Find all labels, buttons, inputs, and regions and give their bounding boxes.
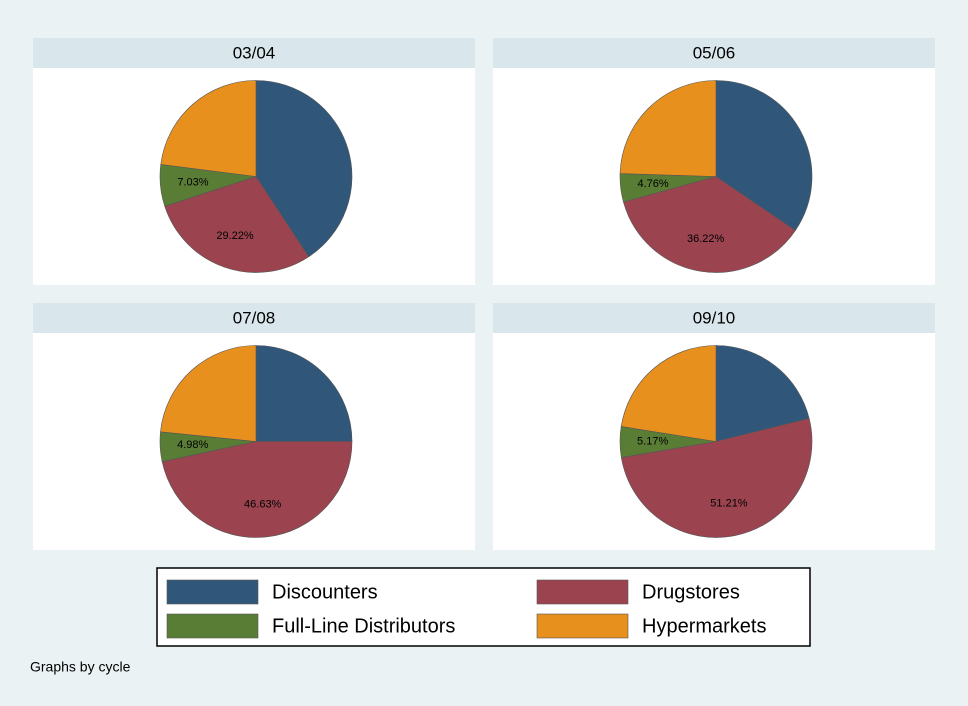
value-label: 46.63%: [244, 498, 282, 510]
pie-slice: [621, 417, 813, 538]
panel-header: [493, 38, 935, 68]
legend-swatch: [166, 613, 259, 639]
value-label: 4.76%: [637, 178, 668, 190]
panel-title: 05/06: [693, 43, 736, 62]
panel-title: 09/10: [693, 308, 736, 327]
pie-slice: [619, 80, 717, 177]
value-label: 4.98%: [177, 439, 208, 451]
pie-slice: [255, 345, 353, 442]
legend-box: [156, 567, 811, 647]
legend-label: Hypermarkets: [642, 615, 766, 637]
pie-slice: [620, 345, 717, 442]
value-label: 29.22%: [216, 230, 254, 242]
pie-slice: [623, 176, 796, 273]
value-label: 7.03%: [177, 176, 208, 188]
legend-swatch: [536, 613, 629, 639]
note: Graphs by cycle: [30, 659, 131, 675]
pie-slice: [161, 441, 353, 538]
legend-label: Discounters: [272, 581, 378, 603]
pie-slice: [164, 176, 310, 273]
legend-swatch: [536, 579, 629, 605]
pie-slice: [160, 80, 257, 177]
value-label: 51.21%: [710, 497, 748, 509]
legend-label: Drugstores: [642, 581, 740, 603]
pie-slice: [715, 345, 810, 442]
panel-header: [493, 303, 935, 333]
value-label: 5.17%: [637, 436, 668, 448]
panel-title: 03/04: [233, 43, 276, 62]
panel-header: [33, 38, 475, 68]
legend-label: Full-Line Distributors: [272, 615, 455, 637]
pie-slice: [715, 80, 813, 231]
legend-swatch: [166, 579, 259, 605]
panel-header: [33, 303, 475, 333]
panel-title: 07/08: [233, 308, 276, 327]
pie-slice: [160, 345, 257, 442]
value-label: 36.22%: [687, 233, 725, 245]
